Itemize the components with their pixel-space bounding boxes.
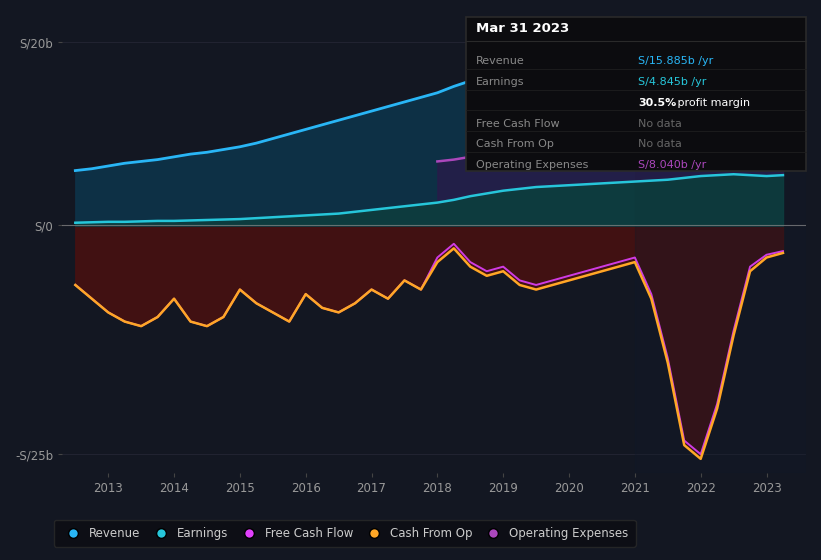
Text: Cash From Op: Cash From Op [476, 139, 554, 150]
Text: Mar 31 2023: Mar 31 2023 [476, 22, 570, 35]
Text: Earnings: Earnings [476, 77, 525, 87]
Bar [635, 15, 806, 473]
Text: No data: No data [638, 119, 681, 129]
Text: No data: No data [638, 139, 681, 150]
Text: S/8.040b /yr: S/8.040b /yr [638, 160, 706, 170]
Text: profit margin: profit margin [674, 98, 750, 108]
Text: 30.5%: 30.5% [638, 98, 677, 108]
Text: S/15.885b /yr: S/15.885b /yr [638, 57, 713, 67]
Text: Operating Expenses: Operating Expenses [476, 160, 589, 170]
Text: Revenue: Revenue [476, 57, 525, 67]
Text: S/4.845b /yr: S/4.845b /yr [638, 77, 706, 87]
Legend: Revenue, Earnings, Free Cash Flow, Cash From Op, Operating Expenses: Revenue, Earnings, Free Cash Flow, Cash … [54, 520, 635, 547]
Text: Free Cash Flow: Free Cash Flow [476, 119, 560, 129]
